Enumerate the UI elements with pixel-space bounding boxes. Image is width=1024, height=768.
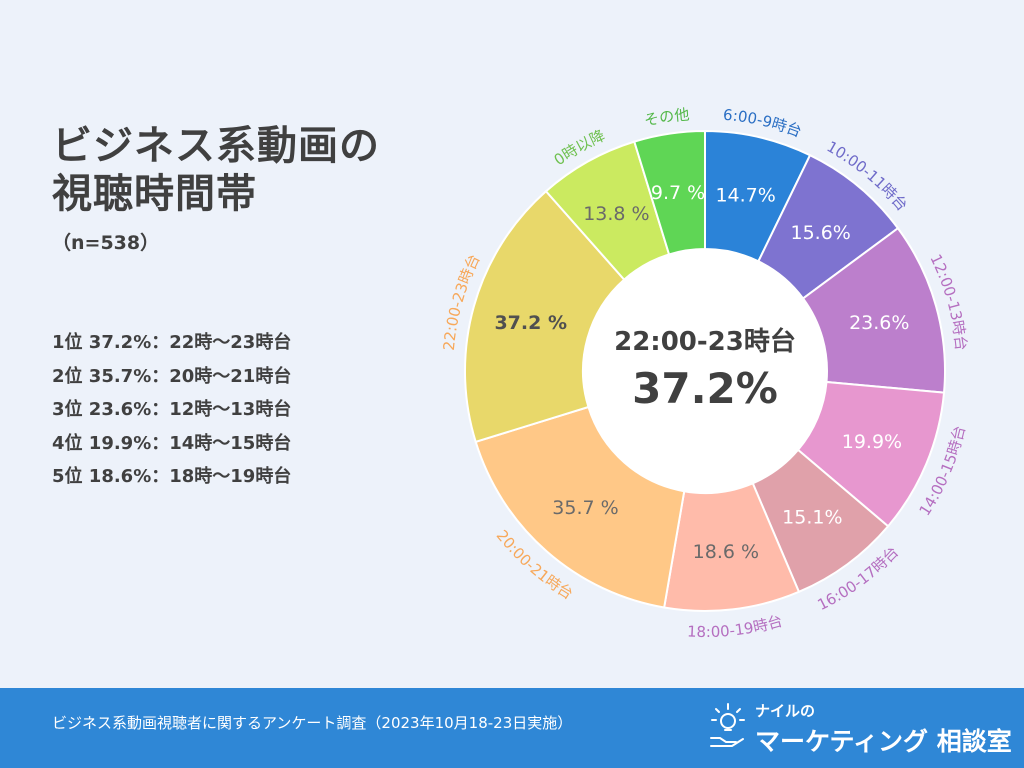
- logo-tagline: ナイルの: [755, 702, 816, 720]
- slice-value-label: 19.9%: [842, 431, 902, 453]
- slice-value-label: 35.7 %: [552, 497, 618, 519]
- title-line-1: ビジネス系動画の: [52, 123, 380, 169]
- donut-chart: 14.7% 15.6% 23.6% 19.9% 15.1% 18.6 % 35.7 % 37.…: [440, 105, 970, 641]
- survey-caption: ビジネス系動画視聴者に関するアンケート調査（2023年10月18-23日実施）: [52, 714, 573, 732]
- donut-slice: [474, 405, 686, 609]
- ranking-item: 5位 18.6%：18時〜19時台: [52, 466, 292, 487]
- slice-value-label: 13.8 %: [583, 203, 649, 225]
- slice-value-label: 23.6%: [849, 312, 909, 334]
- category-label: その他: [642, 105, 690, 130]
- slice-value-label: 18.6 %: [693, 541, 759, 563]
- ranking-item: 1位 37.2%：22時〜23時台: [52, 332, 292, 353]
- title-line-2: 視聴時間帯: [52, 171, 257, 217]
- slice-value-label: 14.7%: [715, 185, 775, 207]
- ranking-item: 4位 19.9%：14時〜15時台: [52, 432, 292, 454]
- center-value: 37.2%: [632, 364, 778, 413]
- footer-bar: [0, 688, 1024, 768]
- ranking-list: 1位 37.2%：22時〜23時台 2位 35.7%：20時〜21時台 3位 2…: [52, 326, 291, 494]
- ranking-item: 3位 23.6%：12時〜13時台: [52, 399, 292, 420]
- donut-hole: [583, 249, 827, 493]
- slice-value-label: 9.7 %: [651, 182, 705, 204]
- lightbulb-hand-icon: [710, 703, 745, 747]
- sample-size: （n=538）: [52, 232, 160, 254]
- page-title: ビジネス系動画の 視聴時間帯: [52, 122, 380, 218]
- center-label: 22:00-23時台: [614, 326, 796, 357]
- ranking-item: 2位 35.7%：20時〜21時台: [52, 365, 292, 387]
- category-label: 18:00-19時台: [687, 612, 785, 641]
- logo-name: マーケティング 相談室: [755, 727, 1012, 756]
- slice-value-label: 37.2 %: [494, 312, 567, 334]
- slice-value-label: 15.6%: [790, 222, 850, 244]
- brand-logo[interactable]: ナイルの マーケティング 相談室: [708, 698, 1012, 758]
- slice-value-label: 15.1%: [782, 507, 842, 529]
